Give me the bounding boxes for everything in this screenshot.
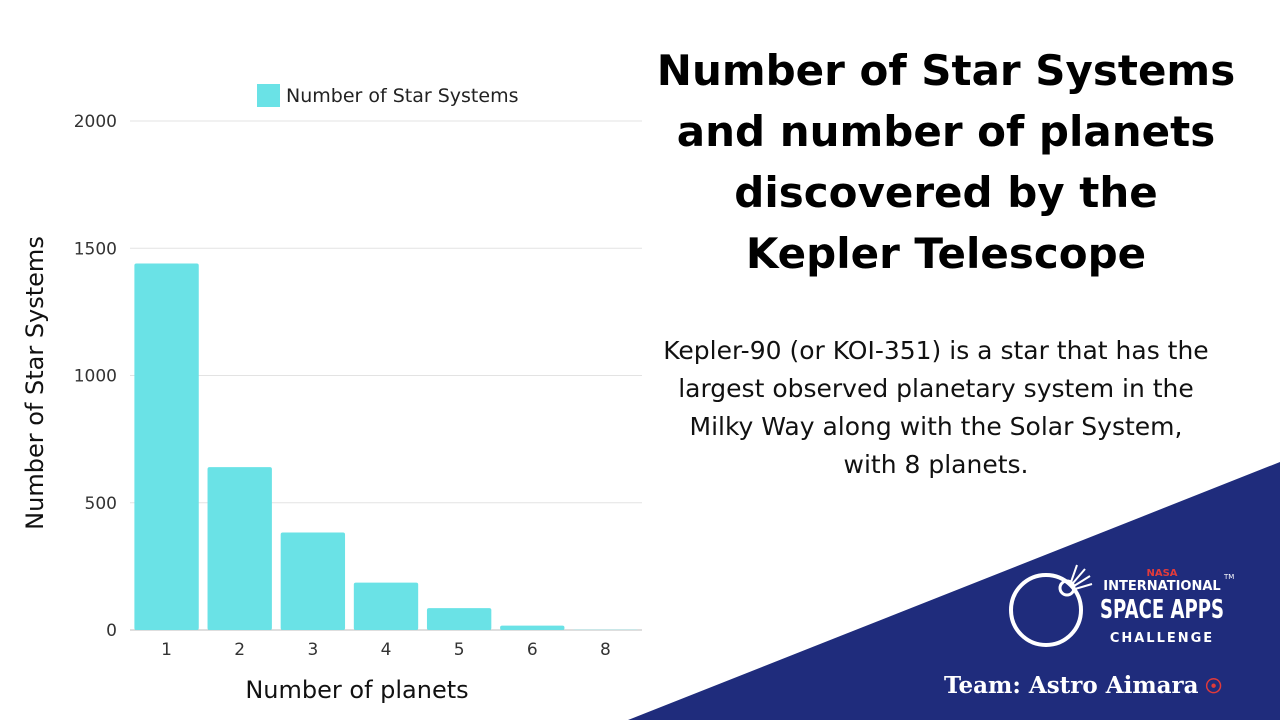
team-label: Team: Astro Aimara	[944, 672, 1199, 699]
y-tick-label: 1000	[74, 367, 117, 387]
logo-rays-icon	[1070, 564, 1093, 590]
logo-space-apps-text: SPACE APPS	[1100, 595, 1224, 625]
logo-challenge-text: CHALLENGE	[1110, 631, 1214, 646]
legend-swatch	[257, 84, 280, 107]
bar-4	[353, 582, 419, 630]
legend: Number of Star Systems	[257, 84, 518, 107]
bar-3	[280, 532, 346, 630]
logo-satellite-icon	[1058, 579, 1076, 597]
bar-chart: 0 500 1000 1500 2000 1 2 3 4 5 6 8 Number of Star …	[21, 84, 642, 704]
y-tick-label: 2000	[74, 112, 117, 132]
bar-2	[207, 467, 272, 630]
x-tick-label: 4	[381, 640, 392, 660]
x-axis-title: Number of planets	[245, 676, 468, 704]
x-tick-label: 5	[454, 640, 465, 660]
bar-5	[426, 608, 492, 630]
y-axis-ticks: 0 500 1000 1500 2000	[74, 112, 117, 641]
y-tick-label: 0	[106, 621, 117, 641]
page-title: Number of Star Systems and number of pla…	[656, 46, 1236, 278]
y-axis-title: Number of Star Systems	[21, 236, 49, 530]
bars	[134, 263, 638, 630]
logo-tm-text: TM	[1223, 573, 1234, 581]
x-tick-label: 6	[527, 640, 538, 660]
grid-lines	[130, 120, 642, 631]
legend-label: Number of Star Systems	[286, 85, 518, 107]
bar-1	[134, 263, 199, 630]
logo-nasa-text: NASA	[1146, 568, 1177, 579]
description-text: Kepler-90 (or KOI-351) is a star that ha…	[663, 336, 1209, 479]
x-tick-label: 2	[234, 640, 245, 660]
bar-6	[500, 625, 565, 630]
y-tick-label: 500	[85, 494, 117, 514]
logo-international-text: INTERNATIONAL	[1103, 579, 1220, 594]
team-credit: Team: Astro Aimara ☉	[944, 672, 1244, 699]
space-apps-logo: NASA INTERNATIONAL TM SPACE APPS CHALLEN…	[1009, 564, 1234, 647]
telescope-icon: ☉	[1204, 674, 1223, 698]
logo-ring-icon	[1009, 573, 1083, 647]
x-tick-label: 3	[307, 640, 318, 660]
x-axis-ticks: 1 2 3 4 5 6 8	[161, 640, 611, 660]
x-tick-label: 1	[161, 640, 172, 660]
x-tick-label: 8	[600, 640, 611, 660]
y-tick-label: 1500	[74, 239, 117, 259]
